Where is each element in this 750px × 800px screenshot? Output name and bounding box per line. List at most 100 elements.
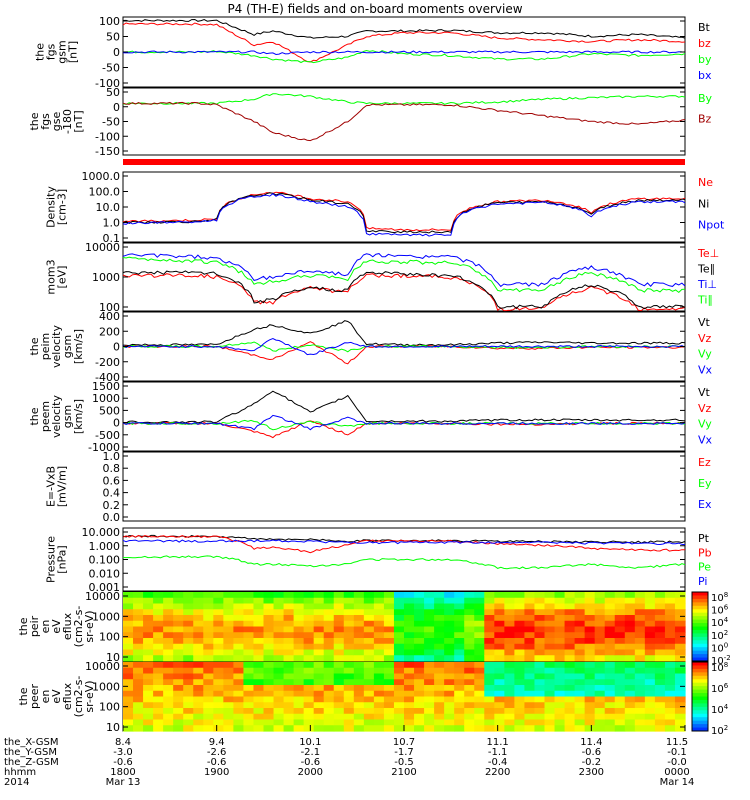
spectrogram-cell [464, 603, 475, 610]
spectrogram-cell [614, 603, 626, 610]
spectrogram-cell [173, 620, 184, 628]
spectrogram-cell [373, 667, 385, 675]
spectrogram-cell [303, 725, 315, 732]
y-tick-label: 0 [113, 417, 120, 430]
spectrogram-cell [143, 673, 154, 680]
spectrogram-cell [604, 620, 616, 628]
spectrogram-cell [293, 603, 305, 610]
series-line-Bt [122, 18, 686, 39]
spectrogram-cell [303, 638, 315, 645]
colorbar-cell [692, 619, 708, 624]
spectrogram-cell [424, 615, 435, 622]
spectrogram-cell [173, 679, 184, 686]
spectrogram-cell [183, 649, 194, 656]
spectrogram-cell [604, 719, 616, 726]
spectrogram-cell [213, 702, 224, 709]
spectrogram-cell [424, 592, 435, 599]
spectrogram-cell [163, 702, 174, 709]
spectrogram-cell [594, 632, 606, 639]
spectrogram-cell [363, 655, 375, 662]
spectrogram-cell [353, 626, 365, 633]
spectrogram-cell [203, 638, 214, 645]
spectrogram-cell [353, 702, 365, 709]
spectrogram-cell [233, 597, 245, 605]
spectrogram-cell [664, 719, 676, 726]
spectrogram-cell [153, 620, 164, 628]
spectrogram-cell [594, 696, 606, 703]
spectrogram-cell [343, 649, 355, 656]
spectrogram-cell [494, 673, 505, 680]
y-axis-label: peem [39, 401, 52, 432]
spectrogram-cell [424, 643, 435, 651]
spectrogram-cell [243, 643, 255, 651]
spectrogram-cell [373, 638, 385, 645]
spectrogram-cell [624, 655, 636, 662]
spectrogram-cell [183, 655, 194, 662]
xaxis-value: -0.1 [667, 747, 687, 758]
spectrogram-cell [203, 597, 214, 605]
spectrogram-cell [504, 643, 515, 651]
xaxis-row-label: hhmm [4, 767, 36, 778]
spectrogram-cell [614, 662, 626, 669]
spectrogram-cell [474, 620, 485, 628]
spectrogram-cell [133, 649, 144, 656]
spectrogram-cell [373, 603, 385, 610]
spectrogram-cell [504, 662, 515, 669]
spectrogram-cell [454, 620, 465, 628]
spectrogram-cell [634, 609, 646, 616]
spectrogram-cell [263, 603, 275, 610]
spectrogram-cell [554, 626, 566, 633]
spectrogram-cell [674, 696, 686, 703]
spectrogram-cell [263, 609, 275, 616]
xaxis-value: -0.0 [667, 757, 687, 768]
spectrogram-cell [524, 708, 536, 715]
spectrogram-cell [434, 679, 445, 686]
colorbar-label: 10-2 [711, 654, 731, 667]
spectrogram-cell [163, 696, 174, 703]
spectrogram-cell [524, 725, 536, 732]
spectrogram-cell [213, 620, 224, 628]
spectrogram-cell [434, 690, 445, 698]
spectrogram-cell [233, 679, 245, 686]
spectrogram-cell [614, 638, 626, 645]
spectrogram-cell [624, 632, 636, 639]
spectrogram-cell [444, 667, 455, 675]
spectrogram-cell [674, 719, 686, 726]
spectrogram-cell [283, 638, 295, 645]
spectrogram-cell [614, 632, 626, 639]
spectrogram-cell [554, 725, 566, 732]
spectrogram-cell [464, 690, 475, 698]
spectrogram-cell [544, 615, 556, 622]
y-tick-label: 1000.0 [82, 170, 121, 183]
spectrogram-cell [604, 685, 616, 692]
spectrogram-cell [173, 597, 184, 605]
spectrogram-cell [183, 638, 194, 645]
spectrogram-cell [534, 620, 546, 628]
spectrogram-cell [414, 609, 425, 616]
spectrogram-cell [594, 626, 606, 633]
spectrogram-cell [283, 708, 295, 715]
spectrogram-cell [534, 597, 546, 605]
spectrogram-cell [464, 673, 475, 680]
spectrogram-cell [213, 673, 224, 680]
spectrogram-cell [464, 667, 475, 675]
spectrogram-cell [654, 667, 666, 675]
spectrogram-cell [263, 679, 275, 686]
spectrogram-cell [293, 609, 305, 616]
spectrogram-cell [564, 696, 576, 703]
spectrogram-cell [363, 620, 375, 628]
spectrogram-cell [614, 649, 626, 656]
y-tick-label: 10000 [85, 590, 120, 603]
spectrogram-cell [343, 667, 355, 675]
spectrogram-cell [303, 667, 315, 675]
spectrogram-cell [584, 713, 596, 721]
spectrogram-cell [263, 620, 275, 628]
spectrogram-cell [634, 673, 646, 680]
spectrogram-cell [554, 655, 566, 662]
spectrogram-cell [434, 649, 445, 656]
spectrogram-cell [303, 626, 315, 633]
spectrogram-cell [564, 620, 576, 628]
legend-Te∥: Te∥ [697, 263, 715, 276]
spectrogram-cell [143, 632, 154, 639]
spectrogram-cell [524, 615, 536, 622]
